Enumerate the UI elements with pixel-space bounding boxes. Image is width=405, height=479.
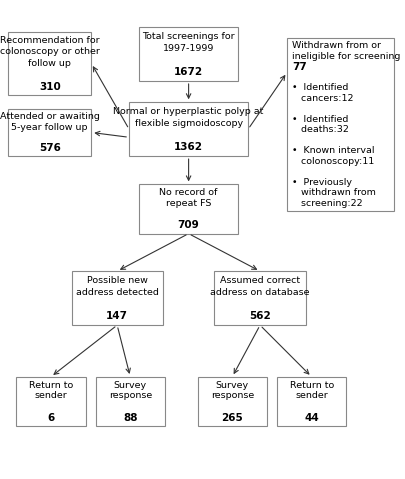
Text: sender: sender bbox=[295, 391, 328, 400]
Text: Assumed correct: Assumed correct bbox=[220, 276, 300, 285]
Text: withdrawn from: withdrawn from bbox=[292, 188, 376, 197]
FancyBboxPatch shape bbox=[277, 377, 346, 426]
Text: screening:22: screening:22 bbox=[292, 199, 362, 208]
Text: 709: 709 bbox=[178, 220, 200, 230]
Text: •  Known interval: • Known interval bbox=[292, 146, 374, 155]
Text: Possible new: Possible new bbox=[87, 276, 147, 285]
Text: 5-year follow up: 5-year follow up bbox=[11, 123, 88, 132]
Text: colonoscopy:11: colonoscopy:11 bbox=[292, 157, 374, 166]
Text: ineligible for screening: ineligible for screening bbox=[292, 52, 400, 60]
Text: Total screenings for: Total screenings for bbox=[142, 32, 235, 41]
Text: repeat FS: repeat FS bbox=[166, 199, 211, 208]
FancyBboxPatch shape bbox=[287, 38, 394, 211]
Text: deaths:32: deaths:32 bbox=[292, 125, 349, 134]
Text: address detected: address detected bbox=[76, 288, 159, 297]
Text: 310: 310 bbox=[39, 81, 61, 91]
FancyBboxPatch shape bbox=[72, 271, 163, 325]
Text: 44: 44 bbox=[304, 413, 319, 423]
Text: 147: 147 bbox=[106, 311, 128, 321]
Text: Normal or hyperplastic polyp at: Normal or hyperplastic polyp at bbox=[113, 107, 264, 116]
FancyBboxPatch shape bbox=[198, 377, 267, 426]
FancyBboxPatch shape bbox=[8, 32, 92, 95]
Text: cancers:12: cancers:12 bbox=[292, 94, 353, 103]
Text: •  Identified: • Identified bbox=[292, 83, 348, 92]
Text: colonoscopy or other: colonoscopy or other bbox=[0, 47, 100, 57]
Text: 1672: 1672 bbox=[174, 67, 203, 77]
Text: Withdrawn from or: Withdrawn from or bbox=[292, 41, 381, 50]
Text: Survey: Survey bbox=[114, 380, 147, 389]
Text: 1997-1999: 1997-1999 bbox=[163, 44, 214, 53]
Text: 1362: 1362 bbox=[174, 142, 203, 152]
Text: 576: 576 bbox=[39, 143, 61, 153]
Text: 265: 265 bbox=[222, 413, 243, 423]
FancyBboxPatch shape bbox=[214, 271, 306, 325]
Text: 6: 6 bbox=[47, 413, 55, 423]
Text: Recommendation for: Recommendation for bbox=[0, 36, 100, 45]
Text: follow up: follow up bbox=[28, 59, 71, 68]
Text: No record of: No record of bbox=[160, 188, 218, 197]
Text: address on database: address on database bbox=[210, 288, 310, 297]
Text: Survey: Survey bbox=[216, 380, 249, 389]
Text: 77: 77 bbox=[292, 62, 307, 71]
FancyBboxPatch shape bbox=[129, 102, 248, 156]
FancyBboxPatch shape bbox=[16, 377, 85, 426]
Text: Return to: Return to bbox=[290, 380, 334, 389]
Text: sender: sender bbox=[34, 391, 67, 400]
Text: 562: 562 bbox=[249, 311, 271, 321]
Text: •  Identified: • Identified bbox=[292, 115, 348, 124]
Text: 88: 88 bbox=[123, 413, 138, 423]
Text: Return to: Return to bbox=[29, 380, 73, 389]
Text: •  Previously: • Previously bbox=[292, 178, 352, 187]
FancyBboxPatch shape bbox=[139, 27, 238, 81]
FancyBboxPatch shape bbox=[139, 184, 238, 234]
FancyBboxPatch shape bbox=[96, 377, 165, 426]
Text: Attended or awaiting: Attended or awaiting bbox=[0, 112, 100, 121]
Text: flexible sigmoidoscopy: flexible sigmoidoscopy bbox=[134, 119, 243, 128]
Text: response: response bbox=[211, 391, 254, 400]
FancyBboxPatch shape bbox=[8, 109, 92, 156]
Text: response: response bbox=[109, 391, 152, 400]
